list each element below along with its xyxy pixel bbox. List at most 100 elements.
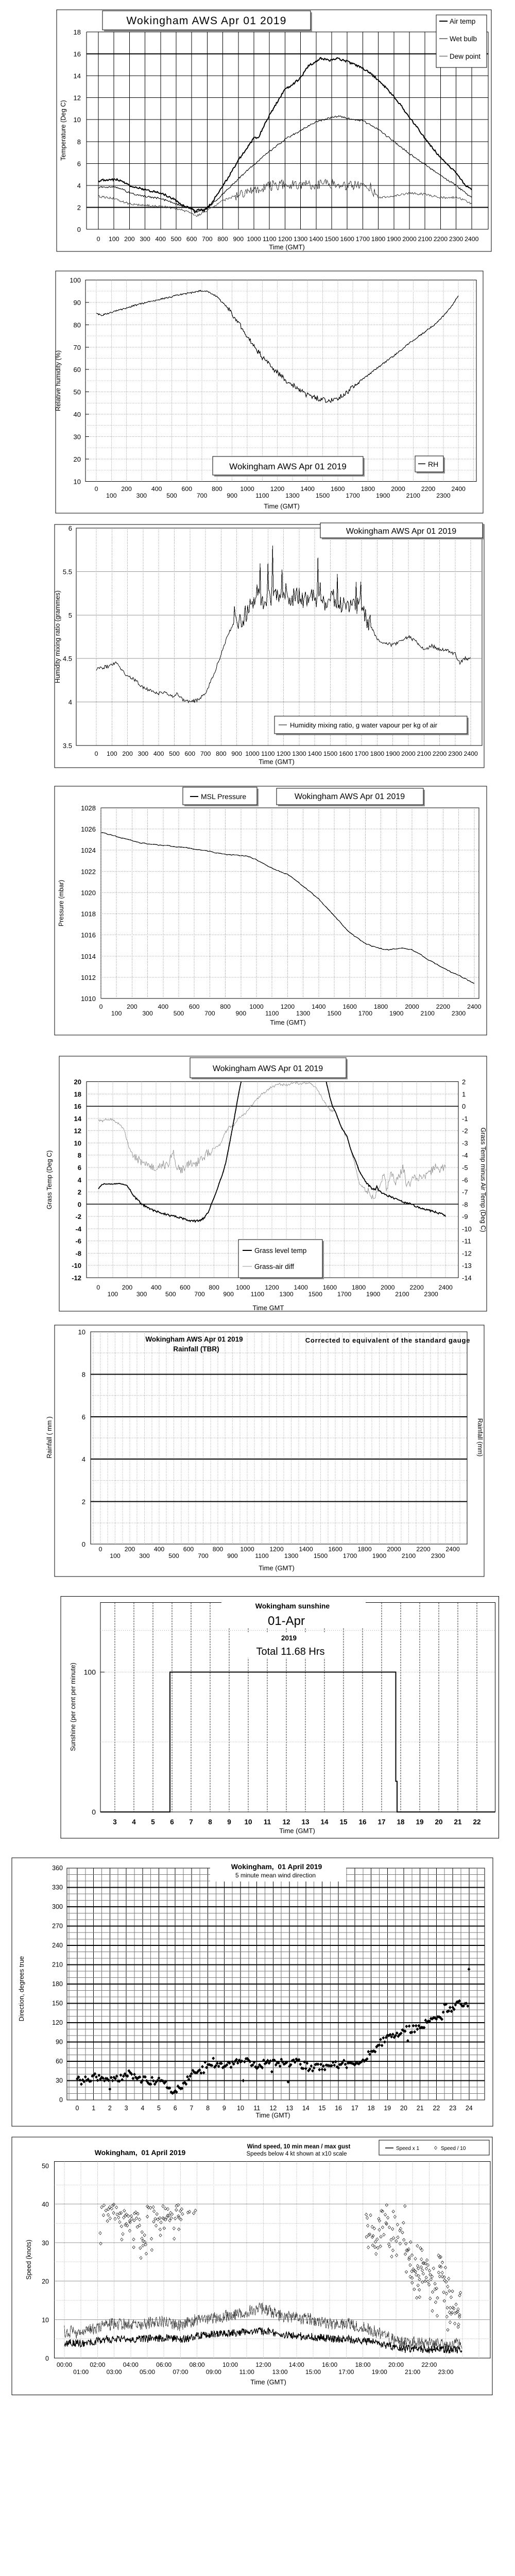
svg-text:100: 100 <box>70 277 81 284</box>
svg-text:RH: RH <box>428 460 438 468</box>
svg-text:200: 200 <box>122 750 133 757</box>
svg-text:5: 5 <box>151 1818 155 1826</box>
svg-text:20: 20 <box>435 1818 442 1826</box>
svg-text:10: 10 <box>237 2105 244 2112</box>
svg-text:600: 600 <box>189 1003 200 1010</box>
svg-text:40: 40 <box>74 411 81 418</box>
svg-text:900: 900 <box>233 235 244 243</box>
svg-text:2400: 2400 <box>465 235 479 243</box>
svg-text:0: 0 <box>59 2096 63 2104</box>
svg-text:1900: 1900 <box>376 492 390 499</box>
svg-text:270: 270 <box>52 1923 63 1930</box>
svg-text:2300: 2300 <box>431 1552 445 1560</box>
svg-text:2000: 2000 <box>387 1546 401 1553</box>
svg-text:12: 12 <box>74 94 81 102</box>
svg-text:11: 11 <box>253 2105 260 2112</box>
svg-text:30: 30 <box>74 433 81 441</box>
svg-text:14:00: 14:00 <box>289 2361 304 2368</box>
svg-text:10:00: 10:00 <box>222 2361 238 2368</box>
svg-text:1900: 1900 <box>386 750 400 757</box>
svg-text:-5: -5 <box>462 1164 468 1172</box>
svg-text:2100: 2100 <box>418 235 433 243</box>
svg-text:1600: 1600 <box>343 1003 357 1010</box>
svg-text:2000: 2000 <box>381 1284 395 1291</box>
svg-text:30: 30 <box>56 2077 63 2084</box>
svg-text:60: 60 <box>56 2058 63 2065</box>
svg-text:600: 600 <box>186 235 197 243</box>
svg-text:2300: 2300 <box>448 750 462 757</box>
svg-text:1800: 1800 <box>370 750 385 757</box>
svg-text:200: 200 <box>121 485 132 493</box>
svg-text:14: 14 <box>74 1115 82 1123</box>
svg-text:800: 800 <box>213 1546 224 1553</box>
svg-text:400: 400 <box>158 1003 169 1010</box>
svg-text:1900: 1900 <box>372 1552 387 1560</box>
svg-text:2200: 2200 <box>409 1284 424 1291</box>
svg-text:Wokingham sunshine: Wokingham sunshine <box>255 1602 330 1610</box>
svg-text:Rainfall ( mm ): Rainfall ( mm ) <box>46 1416 53 1458</box>
svg-text:1016: 1016 <box>81 931 96 939</box>
svg-text:MSL Pressure: MSL Pressure <box>201 792 246 801</box>
svg-text:16: 16 <box>358 1818 367 1826</box>
svg-text:Time (GMT): Time (GMT) <box>256 2112 290 2119</box>
svg-text:Speed (knots): Speed (knots) <box>25 2240 32 2280</box>
svg-text:03:00: 03:00 <box>107 2368 122 2376</box>
svg-text:4.5: 4.5 <box>63 655 72 663</box>
svg-text:4: 4 <box>82 1455 85 1463</box>
svg-text:1000: 1000 <box>247 235 261 243</box>
svg-text:1100: 1100 <box>263 235 277 243</box>
svg-text:2400: 2400 <box>445 1546 460 1553</box>
svg-text:9: 9 <box>222 2105 226 2112</box>
svg-text:Wokingham AWS Apr 01 2019: Wokingham AWS Apr 01 2019 <box>145 1335 243 1343</box>
svg-text:100: 100 <box>109 235 119 243</box>
svg-text:15: 15 <box>319 2105 326 2112</box>
svg-text:11:00: 11:00 <box>239 2368 254 2376</box>
svg-text:1500: 1500 <box>308 1291 323 1298</box>
svg-text:20: 20 <box>42 2278 49 2285</box>
svg-text:Grass Temp (Deg C): Grass Temp (Deg C) <box>46 1150 53 1209</box>
svg-text:16: 16 <box>335 2105 342 2112</box>
svg-text:22: 22 <box>473 1818 480 1826</box>
svg-text:1300: 1300 <box>279 1291 294 1298</box>
svg-text:21:00: 21:00 <box>405 2368 420 2376</box>
svg-text:10: 10 <box>78 1328 85 1336</box>
svg-text:13: 13 <box>286 2105 293 2112</box>
svg-text:1700: 1700 <box>346 492 360 499</box>
svg-text:19: 19 <box>384 2105 391 2112</box>
svg-text:-8: -8 <box>462 1200 468 1208</box>
svg-text:16: 16 <box>74 1103 81 1110</box>
svg-text:12: 12 <box>269 2105 277 2112</box>
svg-text:800: 800 <box>216 750 227 757</box>
svg-text:0: 0 <box>96 1284 100 1291</box>
svg-text:800: 800 <box>217 235 228 243</box>
svg-text:Total 11.68 Hrs: Total 11.68 Hrs <box>256 1646 324 1657</box>
svg-text:1600: 1600 <box>328 1546 342 1553</box>
svg-text:1700: 1700 <box>354 750 369 757</box>
svg-text:Time (GMT): Time (GMT) <box>264 502 300 510</box>
svg-text:600: 600 <box>183 1546 194 1553</box>
svg-text:2100: 2100 <box>402 1552 416 1560</box>
svg-text:1100: 1100 <box>261 750 275 757</box>
svg-text:Speed x 1: Speed x 1 <box>396 2146 419 2151</box>
svg-text:2400: 2400 <box>439 1284 453 1291</box>
svg-text:20: 20 <box>74 455 81 463</box>
svg-text:300: 300 <box>136 492 147 499</box>
svg-text:22:00: 22:00 <box>421 2361 437 2368</box>
svg-text:1300: 1300 <box>284 1552 299 1560</box>
svg-text:Speed / 10: Speed / 10 <box>441 2146 466 2151</box>
svg-text:-14: -14 <box>462 1274 472 1282</box>
svg-text:40: 40 <box>42 2201 49 2208</box>
svg-text:150: 150 <box>52 2000 63 2007</box>
svg-text:Grass-air diff: Grass-air diff <box>254 1263 294 1270</box>
svg-text:0: 0 <box>45 2355 49 2362</box>
svg-text:5: 5 <box>68 612 72 619</box>
svg-text:300: 300 <box>52 1903 63 1910</box>
svg-text:2000: 2000 <box>401 750 416 757</box>
svg-text:700: 700 <box>198 1552 209 1560</box>
svg-text:100: 100 <box>110 1552 121 1560</box>
svg-text:700: 700 <box>200 750 211 757</box>
svg-text:01:00: 01:00 <box>73 2368 89 2376</box>
svg-text:1100: 1100 <box>265 1010 279 1017</box>
svg-text:0: 0 <box>78 1200 81 1208</box>
svg-text:8: 8 <box>78 1151 81 1159</box>
